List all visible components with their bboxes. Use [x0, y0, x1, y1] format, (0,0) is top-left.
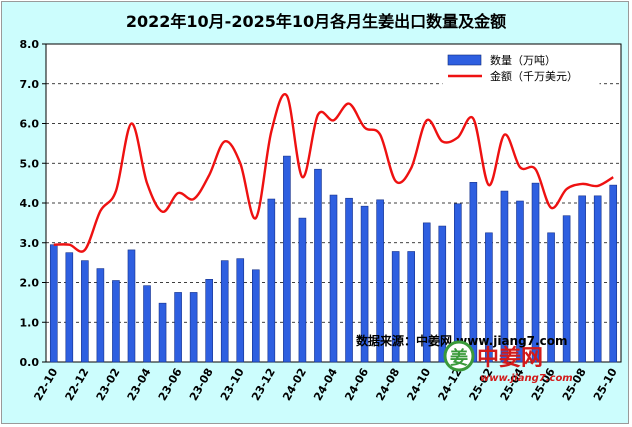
- x-tick-label: 25-10: [591, 366, 620, 403]
- y-axis-ticks: 0.0 1.0 2.0 3.0 4.0 5.0 6.0 7.0 8.0: [20, 38, 46, 369]
- quantity-bars: [49, 155, 618, 363]
- y-tick-label: 8.0: [20, 38, 40, 51]
- value-line: [53, 92, 614, 253]
- x-tick-label: 25-08: [560, 366, 589, 403]
- quantity-bar: [422, 222, 431, 363]
- quantity-bar: [360, 205, 369, 363]
- quantity-bar: [158, 302, 167, 363]
- legend: 数量（万吨） 金额（千万美元）: [442, 49, 600, 85]
- value-series-line: [53, 92, 614, 253]
- quantity-bar: [267, 198, 276, 363]
- x-tick-label: 24-06: [342, 366, 371, 403]
- quantity-bar: [500, 190, 509, 363]
- quantity-bar: [314, 168, 322, 363]
- quantity-bar: [438, 225, 447, 363]
- y-tick-label: 5.0: [20, 157, 40, 170]
- quantity-bar: [65, 252, 74, 363]
- quantity-bar: [127, 249, 136, 363]
- x-tick-label: 25-02: [467, 366, 496, 403]
- watermark-brand: 中姜网: [477, 345, 543, 371]
- x-tick-label: 23-04: [125, 366, 154, 403]
- x-tick-label: 23-12: [249, 366, 278, 403]
- x-tick-label: 24-04: [311, 366, 340, 403]
- x-tick-label: 24-08: [373, 366, 402, 403]
- quantity-bar: [205, 279, 213, 363]
- x-tick-label: 24-12: [436, 366, 465, 403]
- y-tick-label: 0.0: [20, 356, 40, 369]
- x-tick-label: 25-06: [529, 366, 558, 403]
- ginger-logo-icon: [443, 340, 475, 372]
- quantity-bar: [562, 215, 571, 363]
- quantity-bar: [283, 155, 291, 363]
- quantity-bar: [236, 258, 245, 363]
- x-tick-label: 23-06: [156, 366, 185, 403]
- quantity-bar: [298, 217, 307, 363]
- quantity-bar: [81, 260, 89, 363]
- quantity-bar: [609, 184, 618, 363]
- quantity-bar: [469, 182, 478, 363]
- y-tick-label: 3.0: [20, 237, 40, 250]
- quantity-bar: [112, 280, 120, 363]
- x-tick-label: 23-10: [218, 366, 247, 403]
- quantity-bar: [547, 232, 555, 363]
- y-tick-label: 6.0: [20, 118, 40, 131]
- quantity-bar: [407, 251, 415, 363]
- source-note: 数据来源：中姜网 www.jiang7.com: [356, 333, 567, 348]
- x-tick-label: 25-04: [498, 366, 527, 403]
- legend-value-label: 金额（千万美元）: [490, 69, 578, 83]
- quantity-bar: [220, 260, 229, 363]
- x-tick-label: 22-12: [63, 366, 92, 403]
- legend-bar-swatch: [447, 54, 482, 66]
- quantity-bar: [252, 269, 260, 363]
- x-tick-label: 23-02: [94, 366, 123, 403]
- y-tick-label: 1.0: [20, 316, 40, 329]
- x-tick-label: 22-10: [32, 366, 61, 403]
- quantity-bar: [329, 194, 338, 363]
- legend-box: [442, 49, 600, 85]
- x-tick-label: 24-02: [280, 366, 309, 403]
- quantity-bar: [174, 292, 182, 363]
- legend-quantity-label: 数量（万吨）: [490, 54, 556, 67]
- quantity-bar: [485, 232, 493, 363]
- quantity-bar: [531, 182, 540, 363]
- quantity-bar: [391, 251, 400, 363]
- quantity-bar: [345, 197, 353, 363]
- quantity-bar: [143, 285, 151, 363]
- x-tick-label: 24-10: [404, 366, 433, 403]
- quantity-bar: [189, 292, 198, 363]
- logo-glyph: 姜: [450, 347, 468, 369]
- quantity-bar: [49, 244, 58, 363]
- quantity-bar: [516, 200, 524, 363]
- x-axis-ticks: 22-10 22-12 23-02 23-04 23-06 23-08 23-10 23-12…: [32, 366, 620, 403]
- watermark-url: www.jiang7.com: [480, 373, 573, 384]
- chart-title: 2022年10月-2025年10月各月生姜出口数量及金额: [126, 12, 506, 31]
- quantity-bar: [376, 199, 384, 363]
- x-tick-label: 23-08: [187, 366, 216, 403]
- y-tick-label: 7.0: [20, 78, 40, 91]
- quantity-bar: [96, 268, 105, 363]
- quantity-bar: [593, 195, 602, 363]
- y-tick-label: 2.0: [20, 277, 40, 290]
- quantity-bar: [578, 195, 586, 363]
- watermark-logo: 姜 中姜网 www.jiang7.com: [443, 340, 573, 384]
- y-tick-label: 4.0: [20, 197, 40, 210]
